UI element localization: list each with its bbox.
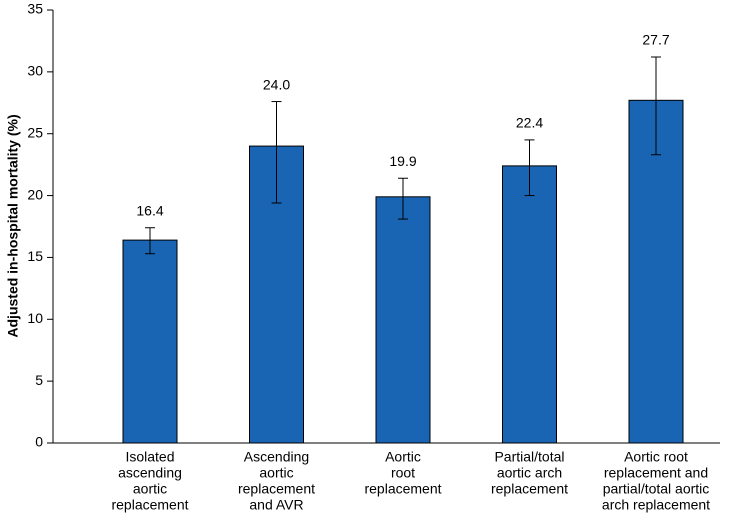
data-label: 22.4 bbox=[516, 115, 543, 131]
x-tick-label: Aortic bbox=[385, 449, 421, 465]
x-tick-label: partial/total aortic bbox=[603, 481, 710, 497]
x-tick-label: replacement bbox=[238, 481, 315, 497]
bar bbox=[375, 196, 431, 444]
y-tick-label: 0 bbox=[35, 434, 43, 450]
x-tick-label: replacement and bbox=[604, 465, 708, 481]
x-tick-label: arch replacement bbox=[602, 497, 710, 513]
bar bbox=[628, 99, 684, 444]
x-tick-label: aortic arch bbox=[497, 465, 562, 481]
x-tick-label: root bbox=[391, 465, 415, 481]
y-tick-label: 25 bbox=[27, 124, 43, 140]
x-tick-label: replacement bbox=[364, 481, 441, 497]
x-tick-label: Ascending bbox=[244, 449, 309, 465]
data-label: 27.7 bbox=[642, 32, 669, 48]
x-tick-label: Isolated bbox=[125, 449, 174, 465]
x-tick-label: and AVR bbox=[249, 497, 303, 513]
y-tick-label: 10 bbox=[27, 310, 43, 326]
x-tick-label: aortic bbox=[259, 465, 293, 481]
y-tick-label: 35 bbox=[27, 1, 43, 17]
y-tick-label: 30 bbox=[27, 63, 43, 79]
data-label: 16.4 bbox=[136, 202, 163, 218]
x-tick-label: replacement bbox=[111, 497, 188, 513]
x-tick-label: Aortic root bbox=[624, 449, 688, 465]
bar bbox=[502, 165, 557, 444]
bar bbox=[122, 239, 178, 444]
x-tick-label: aortic bbox=[133, 481, 167, 497]
y-axis-label: Adjusted in-hospital mortality (%) bbox=[5, 114, 21, 337]
data-label: 19.9 bbox=[389, 153, 416, 169]
data-label: 24.0 bbox=[263, 76, 290, 92]
x-tick-label: Partial/total bbox=[494, 449, 564, 465]
y-tick-label: 15 bbox=[27, 248, 43, 264]
x-tick-label: ascending bbox=[118, 465, 182, 481]
y-tick-label: 20 bbox=[27, 186, 43, 202]
x-tick-label: replacement bbox=[491, 481, 568, 497]
y-tick-label: 5 bbox=[35, 372, 43, 388]
